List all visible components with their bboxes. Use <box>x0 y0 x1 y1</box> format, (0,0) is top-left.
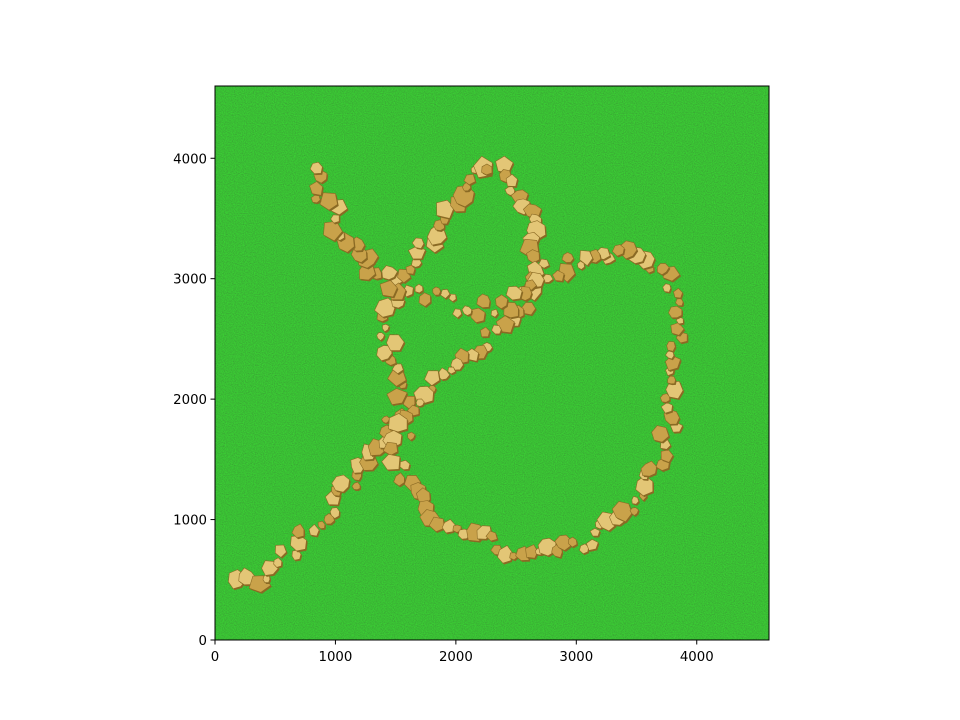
stone <box>432 286 441 296</box>
stone <box>308 523 320 537</box>
x-tick-label: 0 <box>211 650 219 665</box>
stone <box>668 305 683 319</box>
y-tick-label: 0 <box>199 634 207 649</box>
stone <box>579 250 594 267</box>
stone <box>274 544 287 558</box>
stone <box>612 244 625 257</box>
stone <box>452 308 463 319</box>
stone <box>665 381 684 399</box>
stone <box>323 220 343 242</box>
stone <box>386 334 405 351</box>
stone <box>376 345 393 362</box>
stone <box>382 441 398 456</box>
stone <box>635 475 654 497</box>
stone <box>291 523 305 539</box>
stone <box>651 425 670 443</box>
stone <box>388 413 408 433</box>
stone <box>552 270 565 282</box>
stone <box>415 398 425 407</box>
stone <box>319 192 338 211</box>
stone <box>411 237 425 249</box>
stone <box>461 305 473 316</box>
stone <box>629 507 639 516</box>
stone <box>309 161 323 174</box>
stone <box>393 472 405 487</box>
stone <box>537 537 557 557</box>
stone <box>490 308 499 318</box>
y-axis: 0 1000 2000 3000 4000 <box>173 152 215 649</box>
stone <box>662 283 672 293</box>
stone <box>495 294 508 310</box>
y-tick-label: 2000 <box>173 393 207 408</box>
stone <box>447 366 456 375</box>
stone <box>414 283 424 294</box>
stone <box>631 496 640 505</box>
stone <box>660 449 674 463</box>
stone <box>660 393 670 403</box>
stone <box>577 260 585 270</box>
stone <box>331 474 350 493</box>
stone <box>436 199 455 219</box>
stone <box>568 536 578 548</box>
stone <box>640 460 658 477</box>
stone <box>505 285 523 301</box>
x-axis: 0 1000 2000 3000 4000 <box>211 640 714 665</box>
x-tick-label: 1000 <box>319 650 353 665</box>
stone <box>476 293 491 308</box>
stone <box>611 501 633 523</box>
stone <box>329 507 340 519</box>
stone <box>522 203 542 219</box>
stone <box>666 341 676 352</box>
x-tick-label: 3000 <box>559 650 593 665</box>
stone <box>586 539 599 551</box>
stone <box>480 326 491 338</box>
stone <box>665 349 675 360</box>
y-tick-label: 1000 <box>173 514 207 529</box>
x-tick-label: 4000 <box>680 650 714 665</box>
stone <box>399 459 411 470</box>
plot-area <box>214 85 770 641</box>
stone <box>424 370 440 387</box>
stone <box>485 530 498 542</box>
stone <box>670 322 685 336</box>
stone <box>448 293 457 302</box>
y-tick-label: 3000 <box>173 273 207 288</box>
stone <box>309 181 323 196</box>
stone <box>665 354 681 372</box>
stone <box>463 174 476 186</box>
stone <box>505 173 518 187</box>
stone <box>376 332 385 341</box>
stone <box>351 481 361 491</box>
stone <box>387 369 407 387</box>
stone <box>407 431 416 441</box>
stone <box>330 214 340 224</box>
stone <box>537 258 550 269</box>
stone <box>657 263 670 276</box>
stone <box>441 519 456 534</box>
stone <box>561 252 574 263</box>
stone <box>589 528 601 537</box>
stone <box>374 297 397 318</box>
stone <box>386 388 408 405</box>
stone <box>673 287 683 299</box>
stone <box>379 280 398 298</box>
stone <box>519 286 533 301</box>
y-tick-label: 4000 <box>173 152 207 167</box>
stone <box>381 453 401 471</box>
cobblestone-path <box>228 155 689 594</box>
stone <box>491 324 502 335</box>
stone <box>273 557 283 568</box>
stone <box>391 363 404 375</box>
stone <box>317 520 326 529</box>
stone <box>481 163 493 176</box>
stone <box>521 302 536 316</box>
axes-frame <box>214 85 770 641</box>
stone <box>382 323 390 333</box>
stone <box>418 292 431 307</box>
x-tick-label: 2000 <box>439 650 473 665</box>
stone <box>554 534 572 551</box>
stone <box>525 544 539 559</box>
